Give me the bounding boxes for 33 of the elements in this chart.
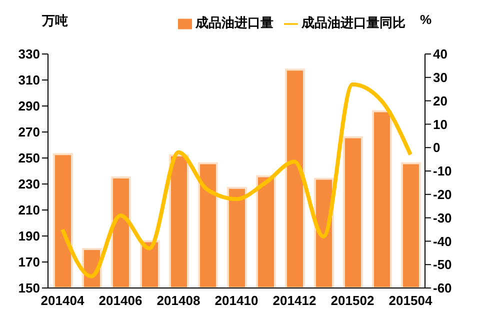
y-tick-label: 330 bbox=[18, 46, 40, 62]
x-tick-label: 201406 bbox=[98, 293, 142, 308]
y2-tick-label: 30 bbox=[433, 70, 448, 86]
y-axis-title: 万吨 bbox=[42, 12, 68, 30]
y2-tick-label: 20 bbox=[433, 93, 448, 108]
y-tick-label: 310 bbox=[18, 72, 40, 88]
y2-tick-label: 10 bbox=[433, 116, 448, 132]
y-tick-label: 170 bbox=[18, 254, 40, 270]
y2-axis-title: % bbox=[420, 12, 432, 27]
x-tick-label: 201504 bbox=[388, 293, 433, 308]
line-series bbox=[60, 82, 412, 278]
y-tick-label: 150 bbox=[18, 280, 40, 296]
x-tick-label: 201412 bbox=[272, 293, 316, 308]
y-tick-label: 230 bbox=[18, 176, 40, 192]
x-tick-label: 201410 bbox=[214, 293, 258, 308]
y-tick-label: 210 bbox=[18, 202, 40, 218]
x-tick-label: 201404 bbox=[40, 293, 85, 308]
y2-tick-label: 0 bbox=[433, 140, 440, 156]
y-tick-label: 290 bbox=[18, 98, 40, 114]
y2-tick-label: -40 bbox=[433, 234, 452, 249]
y2-tick-label: 40 bbox=[433, 46, 448, 62]
x-tick-label: 201408 bbox=[156, 293, 200, 308]
y2-tick-label: -20 bbox=[433, 187, 452, 202]
y2-tick-label: -10 bbox=[433, 164, 452, 179]
x-tick-label: 201502 bbox=[330, 293, 374, 308]
y-tick-label: 270 bbox=[18, 124, 40, 140]
y2-tick-label: -60 bbox=[433, 280, 452, 296]
y2-tick-label: -50 bbox=[433, 257, 452, 272]
y2-tick-label: -30 bbox=[433, 210, 452, 226]
legend-label: 成品油进口量 bbox=[196, 15, 274, 30]
y-tick-label: 190 bbox=[18, 228, 40, 244]
y-tick-label: 250 bbox=[18, 150, 40, 166]
legend-label: 成品油进口量同比 bbox=[302, 15, 406, 30]
